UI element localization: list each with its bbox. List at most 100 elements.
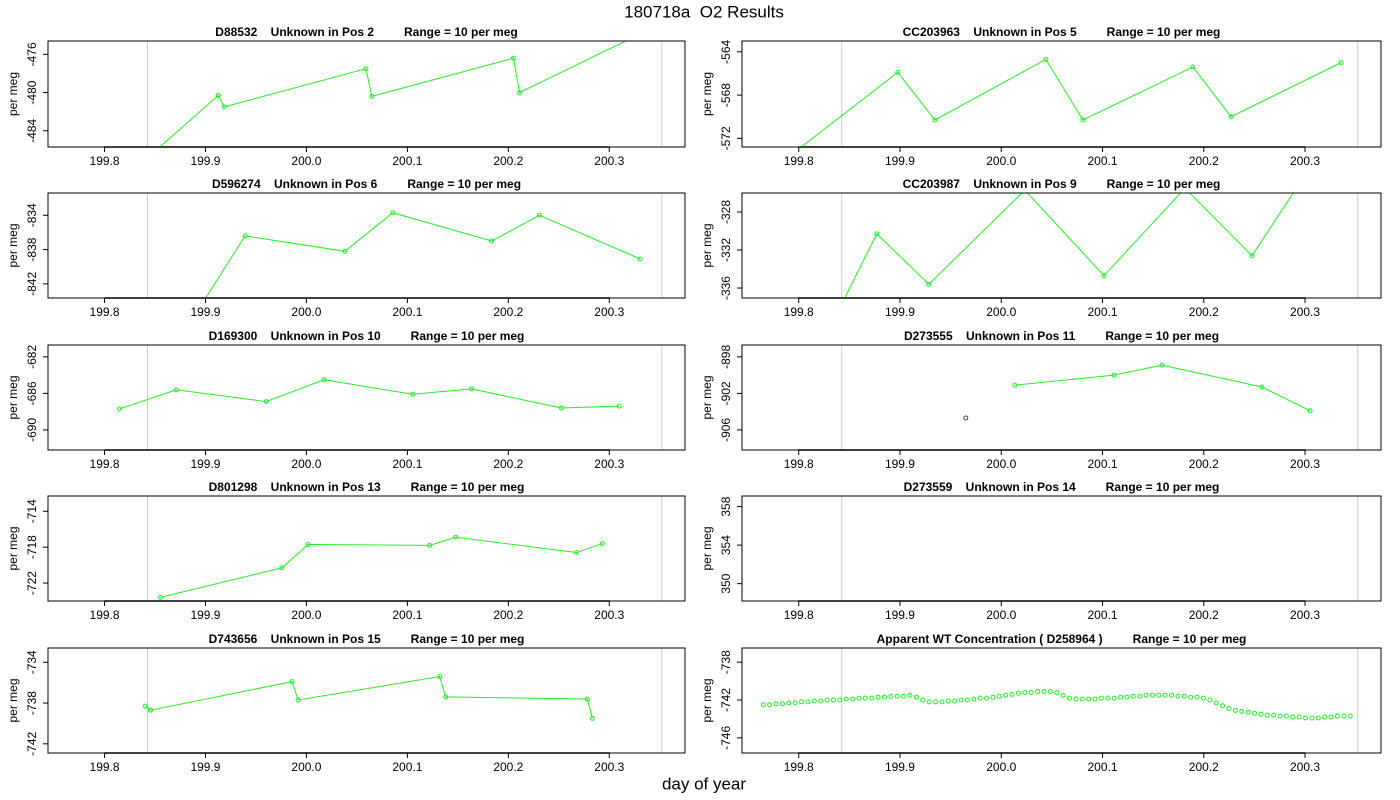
data-point <box>1047 689 1053 695</box>
x-tick-label: 200.1 <box>1087 154 1117 168</box>
x-tick-label: 200.1 <box>392 457 422 471</box>
panel-title: Apparent WT Concentration ( D258964 ) Ra… <box>877 632 1247 646</box>
y-tick-label: 354 <box>719 535 733 555</box>
data-point <box>157 594 163 600</box>
data-point <box>786 700 792 706</box>
x-tick-label: 200.2 <box>1189 305 1219 319</box>
data-point <box>342 248 348 254</box>
data-point <box>289 679 295 685</box>
data-point <box>1315 715 1321 721</box>
data-point <box>305 541 311 547</box>
y-tick-label: -738 <box>719 650 733 674</box>
x-tick-label: 199.8 <box>90 457 120 471</box>
x-tick-label: 200.1 <box>392 305 422 319</box>
data-point <box>1079 696 1085 702</box>
data-point <box>977 695 983 701</box>
x-tick-label: 200.3 <box>594 457 624 471</box>
data-point <box>1003 692 1009 698</box>
panel-title: CC203963 Unknown in Pos 5 Range = 10 per… <box>903 25 1221 39</box>
y-tick-label: -842 <box>25 272 39 296</box>
data-point <box>1156 692 1162 698</box>
y-tick-label: -722 <box>25 571 39 595</box>
data-point <box>637 256 643 262</box>
data-point <box>1334 713 1340 719</box>
x-tick-label: 199.9 <box>190 305 220 319</box>
y-axis-label: per meg <box>6 72 20 116</box>
data-point <box>773 701 779 707</box>
panel: D88532 Unknown in Pos 2 Range = 10 per m… <box>6 25 686 168</box>
data-point <box>1245 709 1251 715</box>
data-point <box>1252 710 1258 716</box>
data-point <box>1149 692 1155 698</box>
data-point <box>767 702 773 708</box>
data-point <box>453 534 459 540</box>
data-point <box>818 698 824 704</box>
data-point <box>1264 712 1270 718</box>
data-point <box>874 231 880 237</box>
panel: Apparent WT Concentration ( D258964 ) Ra… <box>700 632 1382 774</box>
data-point <box>1162 692 1168 698</box>
plot-area <box>760 689 1353 721</box>
data-point <box>1012 382 1018 388</box>
x-tick-label: 200.0 <box>291 154 321 168</box>
data-point <box>875 694 881 700</box>
data-point <box>1347 713 1353 719</box>
series-line <box>145 675 593 719</box>
data-point <box>760 702 766 708</box>
y-tick-label: 358 <box>719 496 733 516</box>
x-tick-label: 200.2 <box>1189 154 1219 168</box>
data-point <box>1080 117 1086 123</box>
x-tick-label: 199.8 <box>784 608 814 622</box>
data-point <box>1067 695 1073 701</box>
panel-title: D273555 Unknown in Pos 11 Range = 10 per… <box>904 329 1219 343</box>
data-point <box>984 695 990 701</box>
x-tick-label: 199.8 <box>784 457 814 471</box>
x-tick-label: 200.2 <box>1189 760 1219 774</box>
data-point <box>1043 56 1049 62</box>
x-tick-label: 200.3 <box>594 760 624 774</box>
y-tick-label: -476 <box>25 42 39 66</box>
page-title: 180718a O2 Results <box>624 2 784 21</box>
x-tick-label: 199.8 <box>90 305 120 319</box>
y-tick-label: -718 <box>25 535 39 559</box>
x-tick-label: 200.0 <box>986 608 1016 622</box>
y-tick-label: 350 <box>719 573 733 593</box>
x-tick-label: 200.2 <box>493 608 523 622</box>
x-tick-label: 199.9 <box>190 608 220 622</box>
y-tick-label: -686 <box>25 381 39 405</box>
data-point <box>517 90 523 96</box>
y-axis-label: per meg <box>700 526 714 570</box>
y-tick-label: -328 <box>719 200 733 224</box>
x-tick-label: 200.2 <box>493 457 523 471</box>
data-point <box>920 697 926 703</box>
data-point <box>964 697 970 703</box>
y-tick-label: -682 <box>25 345 39 369</box>
plot-frame <box>741 192 1382 299</box>
panel-title: CC203987 Unknown in Pos 9 Range = 10 per… <box>903 177 1221 191</box>
data-point <box>1028 689 1034 695</box>
data-point <box>1309 715 1315 721</box>
data-point <box>850 696 856 702</box>
data-point <box>1035 689 1041 695</box>
plot-frame <box>741 495 1382 602</box>
data-point <box>1054 689 1060 695</box>
y-tick-label: -336 <box>719 276 733 300</box>
y-tick-label: -898 <box>719 345 733 369</box>
data-point <box>1200 695 1206 701</box>
x-tick-label: 199.8 <box>90 154 120 168</box>
data-point <box>1181 693 1187 699</box>
data-point <box>215 92 221 98</box>
data-point <box>1328 714 1334 720</box>
panel: D801298 Unknown in Pos 13 Range = 10 per… <box>6 480 686 622</box>
data-point <box>1341 713 1347 719</box>
panel-title: D169300 Unknown in Pos 10 Range = 10 per… <box>209 329 525 343</box>
panel-title: D88532 Unknown in Pos 2 Range = 10 per m… <box>215 25 517 39</box>
x-tick-label: 200.0 <box>291 457 321 471</box>
data-point <box>856 695 862 701</box>
data-point <box>1111 695 1117 701</box>
y-tick-label: -838 <box>25 237 39 261</box>
data-point <box>616 403 622 409</box>
data-point <box>1303 715 1309 721</box>
plot-frame <box>741 344 1382 451</box>
y-tick-label: -690 <box>25 418 39 442</box>
